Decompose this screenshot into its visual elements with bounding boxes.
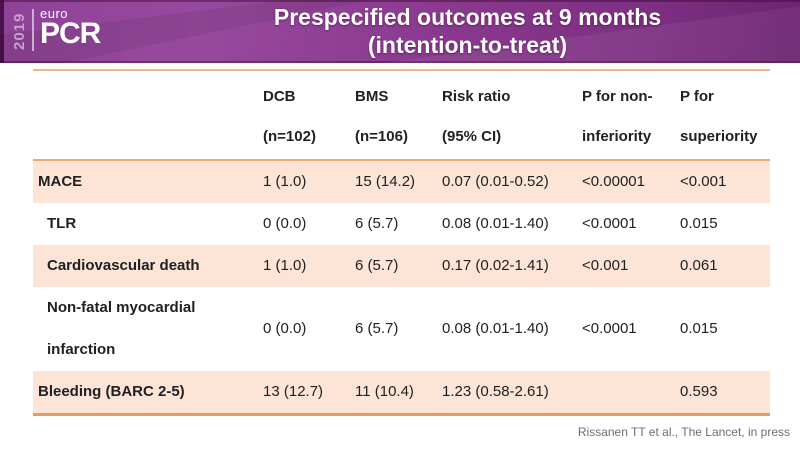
row-label: Non-fatal myocardial infarction (33, 287, 258, 371)
cell-p-superiority: 0.061 (680, 257, 718, 274)
slide-title-line2: (intention-to-treat) (367, 32, 568, 58)
cell-p-superiority: 0.593 (680, 383, 718, 400)
cell-p-noninferiority: <0.001 (582, 257, 629, 274)
cell-risk-ratio: 0.08 (0.01-1.40) (442, 215, 549, 232)
header-bms-line2: (n=106) (355, 128, 408, 145)
logo-euro-text: euro (40, 6, 69, 21)
table-row-cardiovascular-death: Cardiovascular death 1 (1.0) 6 (5.7) 0.1… (33, 245, 770, 287)
cell-bms: 15 (14.2) (355, 173, 416, 190)
table-row-tlr: TLR 0 (0.0) 6 (5.7) 0.08 (0.01-1.40) <0.… (33, 203, 770, 245)
header-rr-line1: Risk ratio (442, 88, 511, 105)
header-cell-label (33, 70, 258, 161)
cell-p-superiority: 0.015 (680, 320, 718, 337)
logo-wordmark: euro PCR (38, 6, 101, 50)
table-row-nonfatal-mi: Non-fatal myocardial infarction 0 (0.0) … (33, 287, 770, 371)
table-header-row: DCB (n=102) BMS (n=106) Risk ratio (95% … (33, 70, 770, 161)
cell-p-noninferiority (577, 371, 675, 415)
logo-pcr-text: PCR (40, 17, 101, 50)
slide-header-banner: 2019 euro PCR Prespecified outcomes at 9… (0, 0, 800, 63)
header-cell-p-superiority: P for superiority (675, 70, 770, 161)
logo-divider (32, 9, 34, 51)
citation: Rissanen TT et al., The Lancet, in press (577, 425, 790, 439)
cell-dcb: 1 (1.0) (263, 257, 307, 274)
header-ps-line1: P for (680, 88, 714, 105)
cell-bms: 6 (5.7) (355, 257, 399, 274)
row-label: TLR (47, 215, 77, 232)
cell-p-noninferiority: <0.0001 (582, 320, 637, 337)
outcomes-table: DCB (n=102) BMS (n=106) Risk ratio (95% … (33, 69, 770, 416)
row-label: Bleeding (BARC 2-5) (38, 383, 185, 400)
cell-risk-ratio: 1.23 (0.58-2.61) (442, 383, 549, 400)
cell-dcb: 13 (12.7) (263, 383, 324, 400)
header-cell-p-noninferiority: P for non- inferiority (577, 70, 675, 161)
header-bms-line1: BMS (355, 88, 389, 105)
header-dcb-line1: DCB (263, 88, 296, 105)
row-label: MACE (38, 173, 83, 190)
table-row-mace: MACE 1 (1.0) 15 (14.2) 0.07 (0.01-0.52) … (33, 160, 770, 203)
cell-bms: 6 (5.7) (355, 215, 399, 232)
header-cell-risk-ratio: Risk ratio (95% CI) (437, 70, 577, 161)
row-label: Cardiovascular death (47, 257, 200, 274)
cell-dcb: 0 (0.0) (263, 215, 307, 232)
logo-year-text: 2019 (11, 12, 28, 50)
header-ps-line2: superiority (680, 128, 758, 145)
header-rr-line2: (95% CI) (442, 128, 502, 145)
cell-dcb: 1 (1.0) (263, 173, 307, 190)
header-pni-line2: inferiority (582, 128, 652, 145)
row-label-text: Non-fatal myocardial infarction (47, 299, 196, 358)
cell-p-noninferiority: <0.00001 (582, 173, 645, 190)
header-cell-dcb: DCB (n=102) (258, 70, 350, 161)
europcr-logo: 2019 euro PCR (11, 6, 101, 55)
header-pni-line1: P for non- (582, 88, 653, 105)
cell-risk-ratio: 0.07 (0.01-0.52) (442, 173, 549, 190)
table-row-bleeding: Bleeding (BARC 2-5) 13 (12.7) 11 (10.4) … (33, 371, 770, 415)
cell-risk-ratio: 0.17 (0.02-1.41) (442, 257, 549, 274)
header-cell-bms: BMS (n=106) (350, 70, 437, 161)
cell-bms: 11 (10.4) (355, 383, 414, 400)
cell-bms: 6 (5.7) (355, 320, 399, 337)
cell-p-superiority: <0.001 (680, 173, 727, 190)
header-dcb-line2: (n=102) (263, 128, 316, 145)
cell-risk-ratio: 0.08 (0.01-1.40) (442, 320, 549, 337)
slide-title-line1: Prespecified outcomes at 9 months (273, 4, 662, 30)
cell-p-superiority: 0.015 (680, 215, 718, 232)
cell-p-noninferiority: <0.0001 (582, 215, 637, 232)
slide-title: Prespecified outcomes at 9 months (inten… (150, 3, 785, 59)
cell-dcb: 0 (0.0) (263, 320, 307, 337)
